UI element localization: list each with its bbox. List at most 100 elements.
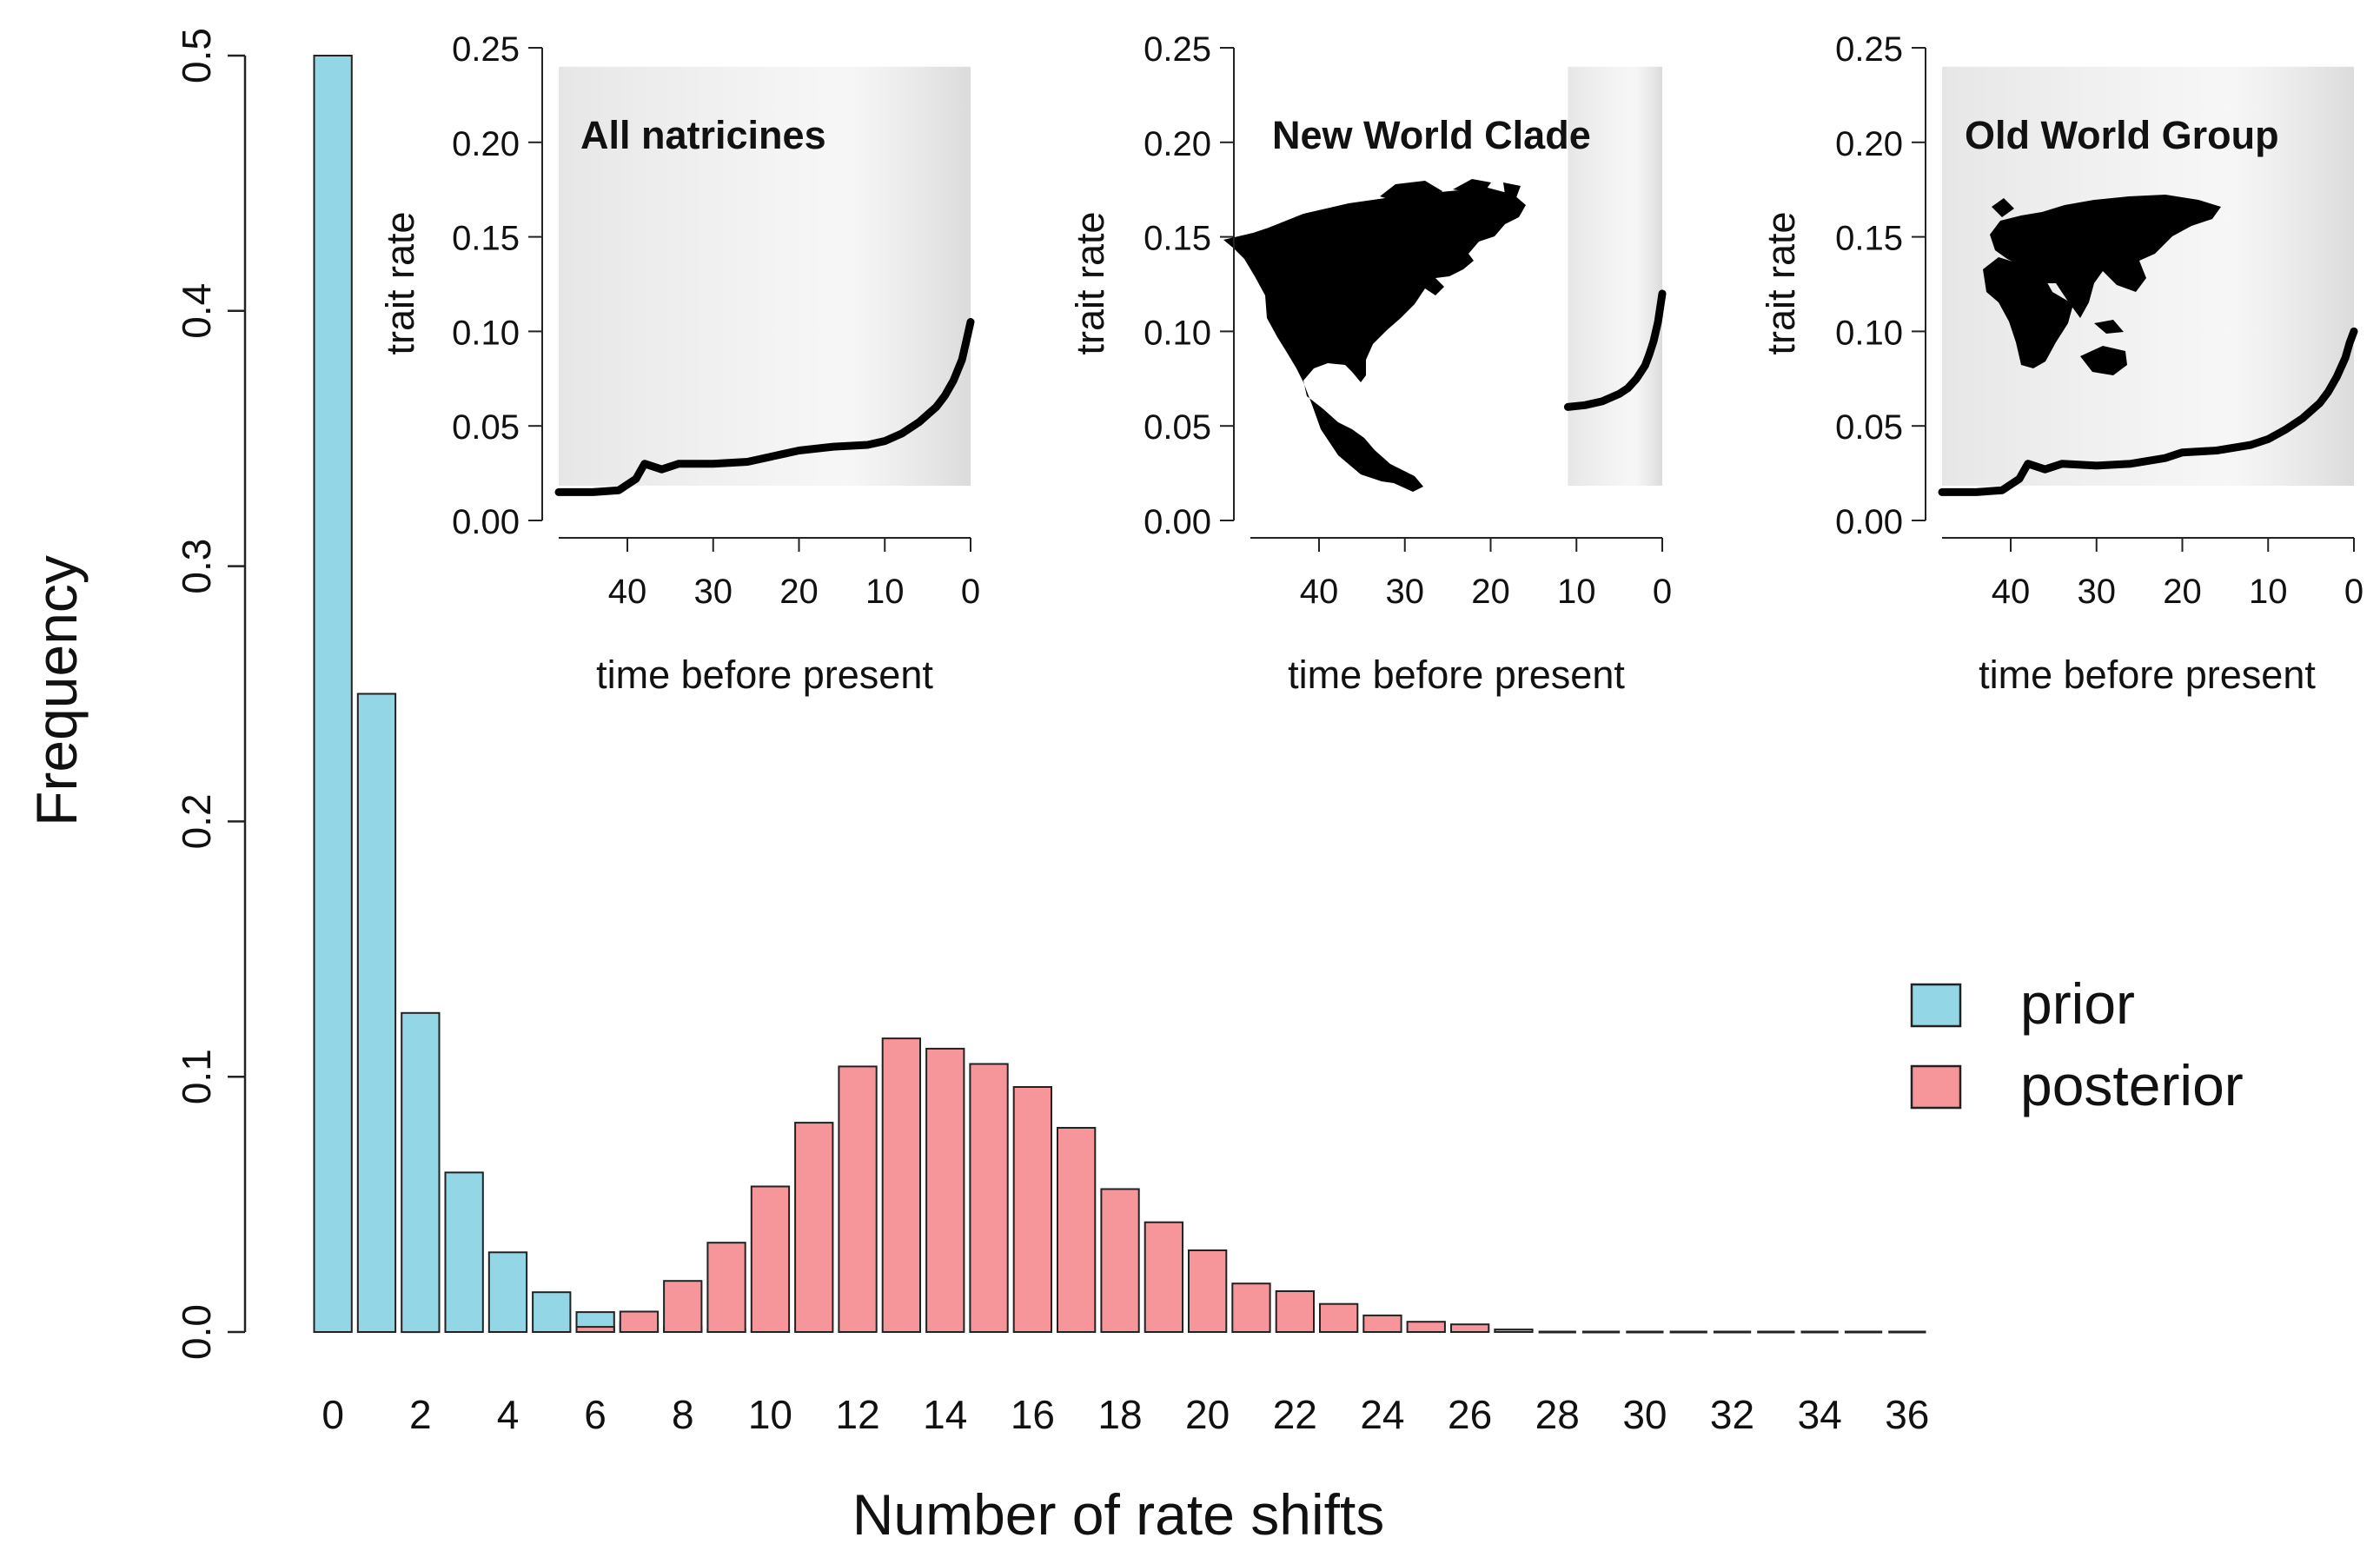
inset-y-tick-label: 0.15 [452,220,520,258]
x-tick-label: 8 [672,1392,694,1437]
inset-x-tick-label: 0 [961,573,980,611]
x-tick-label: 24 [1360,1392,1404,1437]
posterior-bar [663,1280,703,1333]
x-tick-label: 36 [1885,1392,1929,1437]
inset-y-tick-label: 0.25 [1144,30,1211,69]
main-axes: 0.00.10.20.30.40.50 2 4 6 8 10 12 14 16 18 20 22 24 2… [174,28,1929,1437]
inset-y-axis-label: trait rate [1759,211,1803,355]
posterior-bar [1275,1290,1315,1333]
legend-posterior-label: posterior [2020,1053,2244,1117]
y-tick-label: 0.2 [174,793,219,849]
trait-rate-line [554,318,975,496]
inset-old-world-group: Old World Group trait rate time before p… [1759,30,2363,697]
inset-title: New World Clade [1272,113,1591,157]
legend-prior-label: prior [2020,971,2135,1036]
x-tick-label: 34 [1798,1392,1842,1437]
inset-title: All natricines [580,113,826,157]
inset-y-tick-label: 0.05 [452,408,520,447]
y-tick-label: 0.0 [174,1304,219,1360]
inset-x-tick-label: 30 [2078,573,2117,611]
posterior-bar [925,1047,965,1334]
posterior-bar [1231,1282,1271,1333]
x-tick-label: 32 [1710,1392,1754,1437]
inset-y-tick-label: 0.10 [1835,314,1903,352]
posterior-bar [1012,1086,1052,1333]
north-america-map-icon [1223,179,1526,492]
inset-y-tick-label: 0.20 [452,125,520,163]
inset-y-tick-label: 0.15 [1835,220,1903,258]
inset-x-axis-label: time before present [1288,653,1625,697]
x-tick-label: 12 [836,1392,880,1437]
x-tick-label: 20 [1185,1392,1230,1437]
inset-y-tick-label: 0.00 [1144,503,1211,541]
posterior-bar [1057,1127,1097,1333]
posterior-bar [1450,1323,1490,1333]
rate-uncertainty-band [1568,66,1662,487]
main-x-axis-label: Number of rate shifts [852,1482,1385,1547]
inset-x-tick-label: 30 [1386,573,1425,611]
x-tick-label: 30 [1622,1392,1667,1437]
prior-bar [401,1011,441,1334]
inset-x-tick-label: 10 [1557,573,1596,611]
inset-y-tick-label: 0.15 [1144,220,1211,258]
inset-y-tick-label: 0.20 [1835,125,1903,163]
x-tick-label: 4 [497,1392,520,1437]
x-tick-label: 28 [1535,1392,1580,1437]
legend-posterior-swatch [1910,1064,1962,1110]
y-tick-label: 0.5 [174,28,219,83]
legend-prior-swatch [1910,983,1962,1028]
old-world-map-icon [1983,195,2221,375]
x-tick-label: 0 [322,1392,344,1437]
prior-bar [313,55,353,1333]
inset-y-axis-label: trait rate [378,211,422,355]
main-histogram: 0.00.10.20.30.40.50 2 4 6 8 10 12 14 16 18 20 22 24 2… [24,28,2244,1547]
inset-x-tick-label: 40 [608,573,647,611]
rate-uncertainty-band [559,66,971,487]
posterior-bar [1188,1249,1228,1333]
trait-rate-line [1563,289,1667,411]
x-tick-label: 2 [409,1392,432,1437]
x-tick-label: 26 [1448,1392,1492,1437]
posterior-bar [575,1326,615,1333]
inset-x-axis-label: time before present [596,653,933,697]
inset-all-natricines: All natricines trait rate time before pr… [378,30,980,697]
posterior-bar [838,1065,878,1334]
posterior-bar [1100,1188,1140,1333]
prior-bar [532,1291,572,1333]
inset-title: Old World Group [1965,113,2279,157]
inset-y-tick-label: 0.00 [452,503,520,541]
y-tick-label: 0.4 [174,283,219,339]
inset-y-tick-label: 0.25 [1835,30,1903,69]
prior-bar [487,1251,528,1334]
prior-bar [356,693,397,1333]
x-tick-label: 18 [1097,1392,1142,1437]
x-tick-label: 22 [1273,1392,1317,1437]
x-tick-label: 14 [923,1392,967,1437]
main-y-axis-label: Frequency [24,555,89,826]
inset-y-tick-label: 0.00 [1835,503,1903,541]
inset-y-tick-label: 0.25 [452,30,520,69]
posterior-bar [750,1185,791,1333]
trait-rate-line [1938,327,2358,496]
inset-y-tick-label: 0.05 [1835,408,1903,447]
inset-x-tick-label: 40 [1300,573,1339,611]
inset-x-tick-label: 0 [2344,573,2363,611]
prior-bar [444,1171,484,1334]
inset-x-tick-label: 20 [2163,573,2202,611]
prior-bars [313,55,791,1334]
x-tick-label: 16 [1011,1392,1055,1437]
inset-x-tick-label: 0 [1653,573,1672,611]
y-tick-label: 0.1 [174,1049,219,1104]
inset-x-tick-label: 40 [1992,573,2031,611]
posterior-bar [1406,1321,1446,1333]
posterior-bar [706,1242,746,1333]
inset-x-tick-label: 30 [694,573,733,611]
inset-y-tick-label: 0.10 [452,314,520,352]
inset-y-tick-label: 0.05 [1144,408,1211,447]
inset-y-axis-label: trait rate [1068,211,1112,355]
inset-x-tick-label: 10 [2249,573,2288,611]
inset-y-tick-label: 0.10 [1144,314,1211,352]
posterior-bar [881,1037,922,1333]
posterior-bar [1494,1329,1534,1333]
